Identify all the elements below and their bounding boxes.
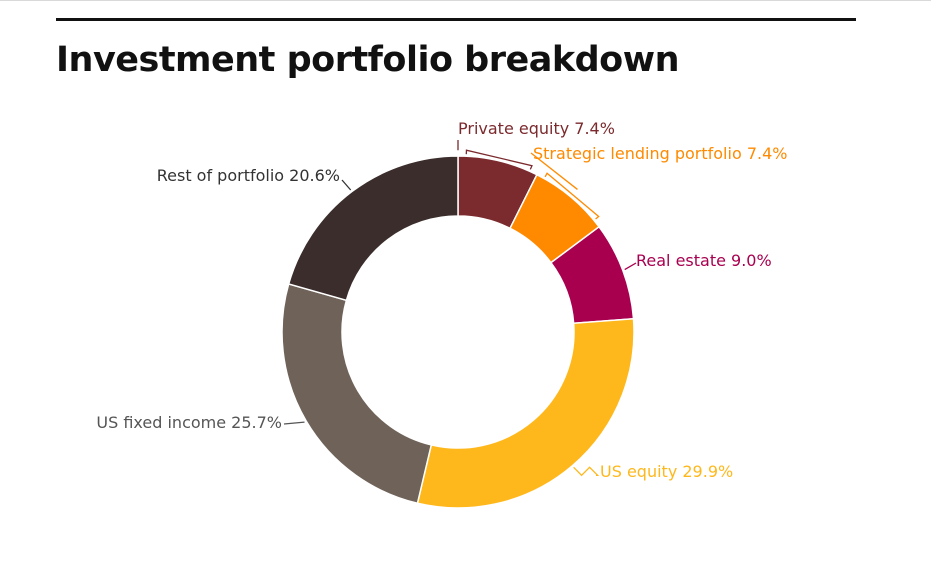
leader-line-strategic-lending-portfolio <box>530 152 600 220</box>
slice-us-fixed-income <box>281 283 433 505</box>
label-real-estate: Real estate 9.0% <box>636 251 772 270</box>
leader-line-us-equity <box>573 466 600 477</box>
page-title: Investment portfolio breakdown <box>56 40 679 80</box>
slice-rest-of-portfolio <box>287 155 459 302</box>
leader-line-us-fixed-income <box>283 421 305 425</box>
label-private-equity: Private equity 7.4% <box>458 119 615 138</box>
label-us-equity: US equity 29.9% <box>600 462 733 481</box>
leader-line-private-equity <box>457 140 533 170</box>
top-border <box>0 0 931 1</box>
leader-line-real-estate <box>624 262 637 271</box>
slice-us-equity <box>416 317 635 509</box>
label-us-fixed-income: US fixed income 25.7% <box>96 413 282 432</box>
title-rule <box>56 18 856 21</box>
label-rest-of-portfolio: Rest of portfolio 20.6% <box>157 166 340 185</box>
leader-line-rest-of-portfolio <box>341 179 352 191</box>
label-strategic-lending-portfolio: Strategic lending portfolio 7.4% <box>533 144 787 163</box>
